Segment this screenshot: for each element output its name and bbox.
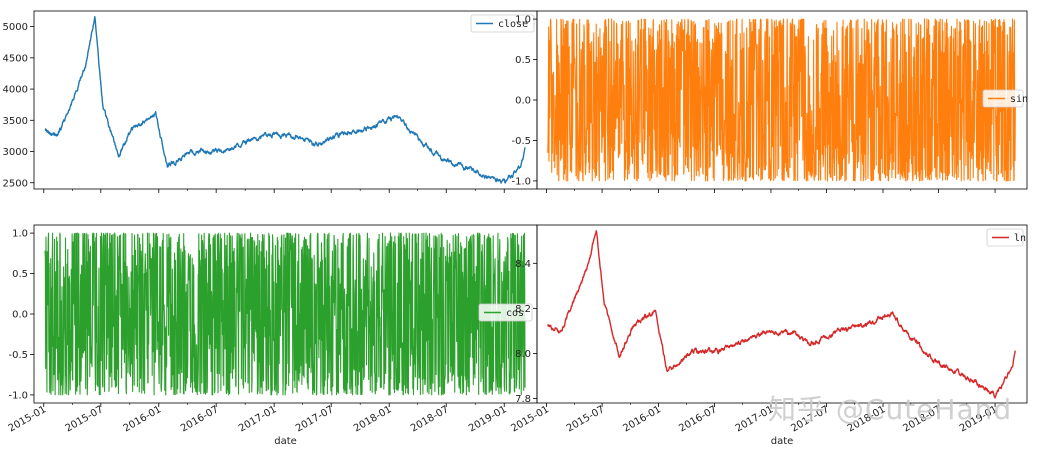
x-tick-label: 2018-07: [409, 404, 451, 434]
y-tick-label: 0.5: [515, 55, 531, 66]
legend-label: close: [498, 19, 528, 30]
y-tick-label: 1.0: [12, 229, 28, 240]
panel-sin: -1.0 -0.5 0.0 0.5 1.0 sin: [511, 10, 1028, 193]
y-tick-label: 3500: [3, 116, 28, 127]
series-line-ln: [547, 230, 1016, 399]
legend-label: cos: [506, 308, 524, 319]
x-tick-label: 2015-01: [509, 404, 551, 434]
x-tick-label: 2015-01: [7, 404, 49, 434]
series-line-sin: [547, 18, 1016, 182]
panel-close: 2500 3000 3500 4000 4500 5000 close: [3, 10, 538, 193]
axes-frame: [536, 224, 1028, 404]
y-tick-label: 0.5: [12, 269, 28, 280]
x-tick-label: 2016-01: [122, 404, 164, 434]
y-tick-label: 0.0: [12, 310, 28, 321]
y-tick-label: 3000: [3, 147, 28, 158]
watermark: 知乎 @CuteHand: [768, 393, 1013, 426]
x-tick-label: 2016-07: [179, 404, 221, 434]
x-axis-label: date: [771, 436, 794, 447]
legend-cos: cos: [478, 303, 533, 322]
legend-close: close: [470, 14, 535, 33]
legend-sin: sin: [982, 89, 1028, 108]
series-line-close: [44, 15, 526, 184]
x-tick-label: 2015-07: [565, 404, 607, 434]
x-tick-label: 2015-07: [64, 404, 106, 434]
y-tick-label: -0.5: [8, 350, 28, 361]
y-tick-label: 0.0: [515, 96, 531, 107]
y-tick-label: -0.5: [511, 136, 531, 147]
x-tick-label: 2018-01: [352, 404, 394, 434]
x-tick-label: 2017-01: [237, 404, 279, 434]
y-tick-label: 5000: [3, 22, 28, 33]
y-tick-label: 4500: [3, 53, 28, 64]
legend-label: sin: [1010, 94, 1028, 105]
legend-ln: ln: [986, 228, 1026, 247]
y-tick-label: 8.4: [515, 259, 531, 270]
x-axis-label: date: [274, 436, 297, 447]
y-tick-label: -1.0: [8, 390, 28, 401]
axes-frame: [33, 10, 538, 190]
x-tick-label: 2016-01: [621, 404, 663, 434]
y-tick-label: -1.0: [511, 176, 531, 187]
panel-cos: -1.0 -0.5 0.0 0.5 1.0 2015-01 2015-07 2016-01 20…: [7, 224, 538, 447]
x-tick-label: 2017-07: [294, 404, 336, 434]
y-tick-label: 8.2: [515, 304, 531, 315]
y-tick-label: 4000: [3, 85, 28, 96]
y-tick-label: 8.0: [515, 349, 531, 360]
x-tick-label: 2019-01: [467, 404, 509, 434]
y-tick-label: 7.8: [515, 394, 531, 405]
y-tick-label: 1.0: [515, 15, 531, 26]
series-line-cos: [44, 232, 526, 396]
y-tick-label: 2500: [3, 178, 28, 189]
legend-label: ln: [1014, 233, 1026, 244]
x-tick-label: 2016-07: [677, 404, 719, 434]
